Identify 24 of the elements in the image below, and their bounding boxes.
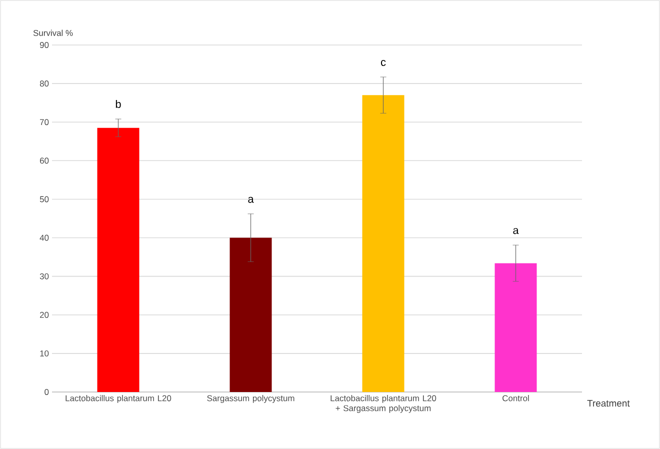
bar (362, 95, 404, 392)
annotation: b (116, 100, 121, 108)
y-tick-label: 0 (44, 388, 49, 395)
y-tick-label: 90 (40, 42, 49, 48)
y-tick-label: 80 (40, 80, 49, 87)
y-tick-label: 20 (40, 312, 49, 318)
bar (97, 128, 140, 392)
x-tick-label: Control (502, 395, 529, 402)
x-tick-label: Lactobacillus plantarum L20 + Sargassum polycystum (330, 395, 436, 413)
annotation: a (248, 196, 254, 203)
y-tick-label: 70 (40, 119, 49, 126)
bar (494, 263, 537, 392)
x-tick-label: Lactobacillus plantarum L20 (66, 395, 172, 403)
x-tick-label: Sargassum polycystum (207, 395, 294, 403)
x-axis-title: Treatment (587, 400, 630, 407)
annotation: c (380, 60, 386, 66)
y-tick-label: 40 (40, 234, 49, 241)
bar (230, 238, 272, 392)
y-axis-title: Survival % (33, 30, 73, 36)
annotation: a (513, 228, 519, 234)
y-tick-label: 60 (40, 158, 49, 164)
y-tick-label: 50 (40, 196, 49, 202)
y-tick-label: 30 (40, 273, 49, 280)
y-tick-label: 10 (40, 350, 49, 356)
